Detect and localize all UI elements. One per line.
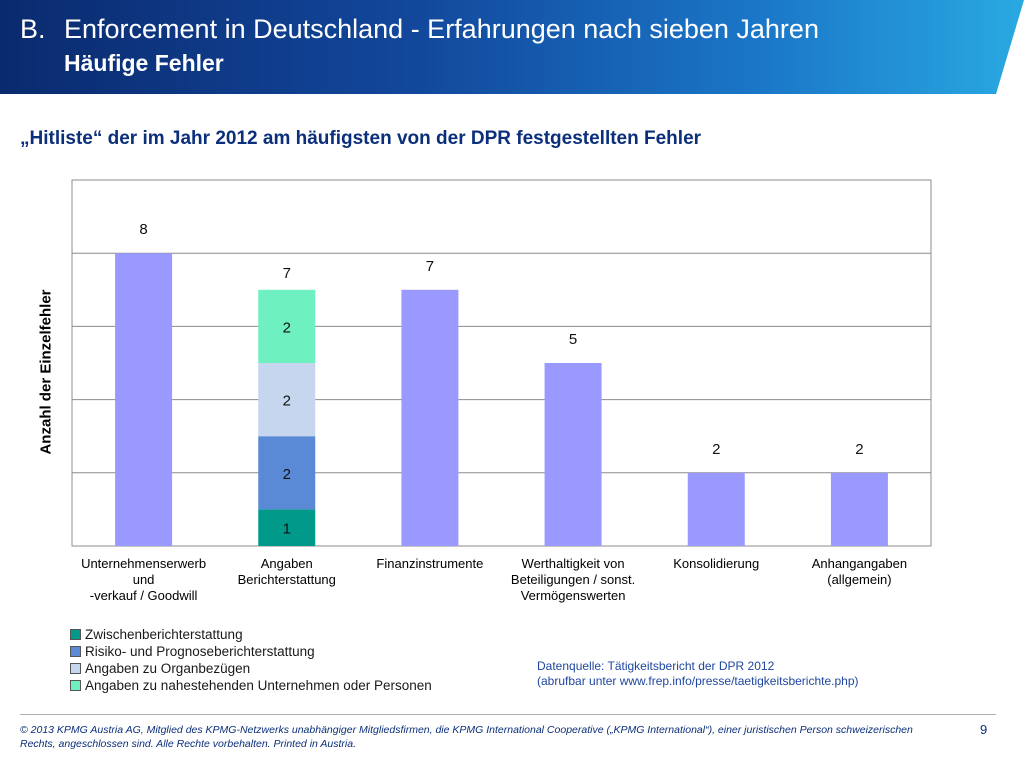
category-label-line: Berichterstattung [237, 572, 336, 587]
category-label-line: und [132, 572, 155, 587]
bar [687, 472, 745, 546]
legend-item: Angaben zu Organbezügen [70, 660, 432, 677]
bar-segment [258, 289, 316, 363]
category-label-line: Angaben [260, 556, 313, 571]
legend-swatch [70, 680, 81, 691]
copyright-footer: © 2013 KPMG Austria AG, Mitglied des KPM… [20, 724, 913, 750]
legend-label: Angaben zu Organbezügen [85, 661, 251, 676]
bar-value-label: 2 [712, 441, 720, 458]
bar-segment [258, 436, 316, 510]
legend-label: Angaben zu nahestehenden Unternehmen ode… [85, 678, 432, 693]
bar-value-label: 7 [426, 258, 434, 275]
legend-swatch [70, 646, 81, 657]
category-label-line: Unternehmenserwerb [81, 556, 207, 571]
category-label-line: Beteiligungen / sonst. [510, 572, 636, 587]
legend-label: Risiko- und Prognoseberichterstattung [85, 644, 315, 659]
title-text: Enforcement in Deutschland - Erfahrungen… [64, 14, 819, 44]
legend-item: Risiko- und Prognoseberichterstattung [70, 643, 432, 660]
section-number: B. [20, 14, 46, 44]
category-label: Unternehmenserwerb und -verkauf / Goodwill [74, 556, 214, 604]
chart-title: „Hitliste“ der im Jahr 2012 am häufigste… [20, 128, 702, 149]
source-line-1: Datenquelle: Tätigkeitsbericht der DPR 2… [537, 659, 775, 673]
category-label-line: Konsolidierung [673, 556, 760, 571]
bar-segment [258, 363, 316, 437]
category-label-line: Werthaltigkeit von [521, 556, 625, 571]
bar-value-label: 2 [855, 441, 863, 458]
segment-label: 2 [283, 466, 291, 483]
legend-item: Angaben zu nahestehenden Unternehmen ode… [70, 677, 432, 694]
segment-label: 2 [283, 393, 291, 410]
data-source: Datenquelle: Tätigkeitsbericht der DPR 2… [537, 659, 859, 689]
category-label-line: -verkauf / Goodwill [89, 588, 198, 603]
source-line-2: (abrufbar unter www.frep.info/presse/tae… [537, 674, 859, 688]
page-number: 9 [980, 722, 988, 737]
category-label-line: Vermögenswerten [520, 588, 626, 603]
chart-legend: Zwischenberichterstattung Risiko- und Pro… [70, 626, 432, 694]
bar [830, 472, 888, 546]
category-label: Werthaltigkeit von Beteiligungen / sonst.… [503, 556, 643, 604]
legend-label: Zwischenberichterstattung [85, 627, 243, 642]
slide-title: B. Enforcement in Deutschland - Erfahrung… [20, 14, 819, 45]
y-axis-title: Anzahl der Einzelfehler [37, 289, 55, 455]
category-label-line: Finanzinstrumente [376, 556, 484, 571]
bar [544, 363, 602, 546]
bar [401, 289, 459, 546]
category-label: Angaben Berichterstattung [217, 556, 357, 588]
category-label: Anhangangaben (allgemein) [789, 556, 929, 588]
category-label-line: Anhangangaben [811, 556, 908, 571]
legend-swatch [70, 663, 81, 674]
footer-divider [20, 714, 996, 715]
bar-value-label: 8 [139, 221, 147, 238]
segment-label: 2 [283, 319, 291, 336]
bar-value-label: 5 [569, 331, 577, 348]
bar-total-label: 7 [283, 265, 291, 282]
slide-subtitle-header: Häufige Fehler [64, 50, 224, 76]
header-banner: B. Enforcement in Deutschland - Erfahrung… [0, 0, 1024, 94]
category-label-line: (allgemein) [827, 572, 892, 587]
category-label: Finanzinstrumente [360, 556, 500, 572]
legend-item: Zwischenberichterstattung [70, 626, 432, 643]
segment-label: 1 [283, 521, 291, 538]
bar-segment [258, 509, 316, 546]
category-label: Konsolidierung [646, 556, 786, 572]
legend-swatch [70, 629, 81, 640]
plot-area [71, 179, 932, 547]
bar [115, 253, 173, 546]
